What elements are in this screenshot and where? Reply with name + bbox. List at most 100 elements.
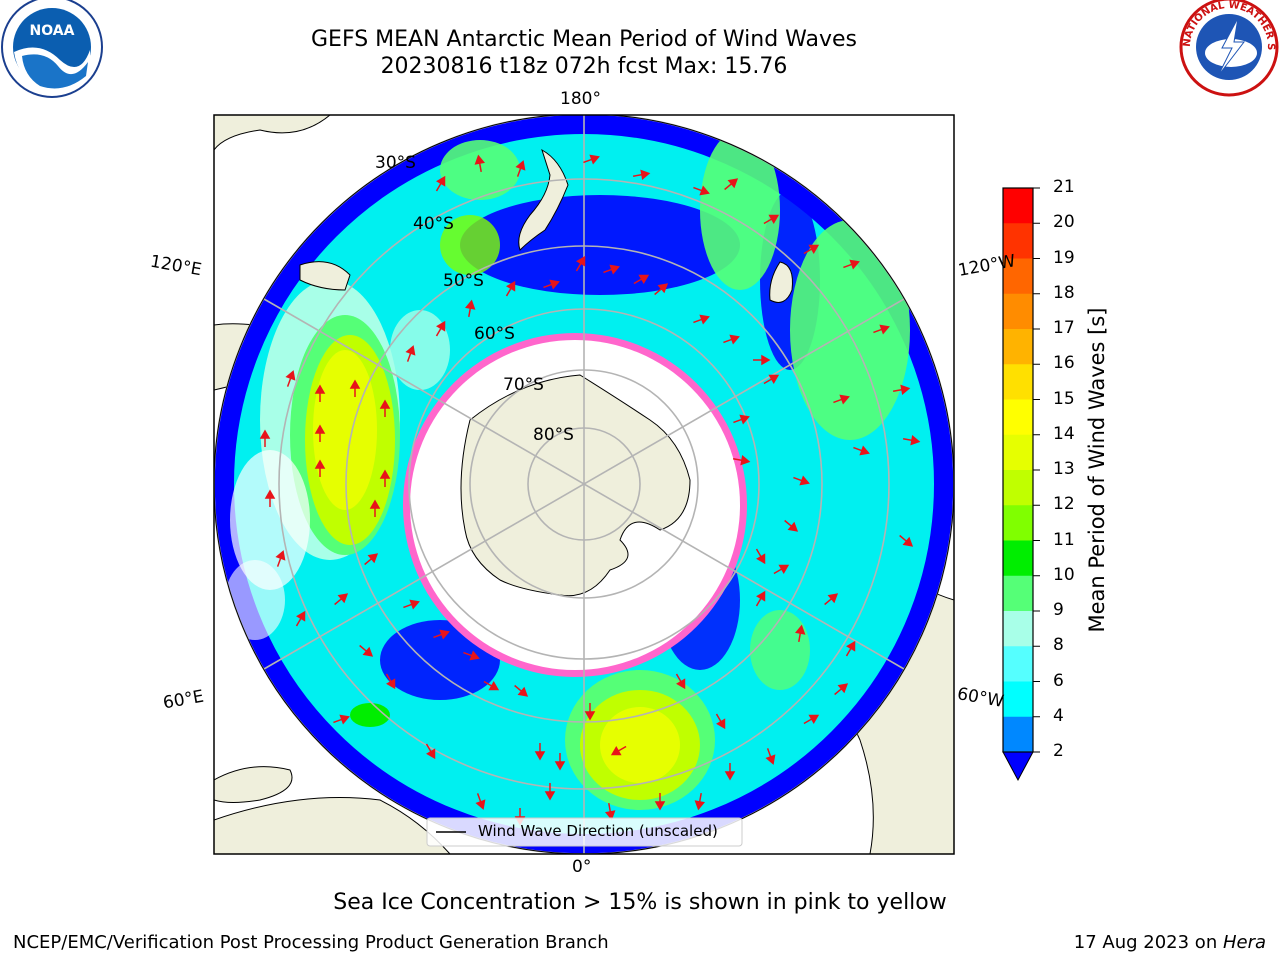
sea-ice-caption: Sea Ice Concentration > 15% is shown in … [333,890,947,915]
svg-text:NOAA: NOAA [30,23,75,39]
lat-label-50s: 50°S [443,271,484,291]
wind-arrow [505,280,516,297]
wind-arrow [405,345,416,362]
wind-arrow [784,519,799,532]
colorbar-segment [1003,646,1033,682]
chart-subtitle: 20230816 t18z 072h fcst Max: 15.76 [380,54,788,79]
chart-title: GEFS MEAN Antarctic Mean Period of Wind … [311,27,857,52]
wind-arrow [435,175,446,192]
svg-text:NATIONAL WEATHER SERVICE: NATIONAL WEATHER SERVICE [0,0,1276,50]
colorbar [1002,187,1040,782]
wind-arrow [892,384,911,395]
wind-arrow [723,334,740,345]
map-frame [213,114,955,855]
wind-arrow [543,279,560,290]
colorbar-tick-label: 9 [1053,600,1064,620]
wind-arrow [259,429,271,447]
wind-arrow [369,499,381,517]
colorbar-segment [1003,188,1033,224]
wind-arrow [435,320,446,337]
colorbar-tick-label: 16 [1053,353,1075,374]
wind-arrow [694,792,705,811]
colorbar-segment [1003,364,1033,400]
wind-arrow [654,793,666,811]
colorbar-tick-label: 2 [1053,741,1064,761]
lat-label-60s: 60°S [474,324,515,344]
wind-arrow [364,553,379,566]
wind-arrow [853,445,870,456]
lat-label-40s: 40°S [413,214,454,234]
lat-label-30s: 30°S [375,153,416,173]
footer-date-text: 17 Aug 2023 on [1073,932,1223,953]
wind-arrow [333,714,350,725]
wind-arrow [474,154,485,173]
wind-arrow [605,802,616,821]
wind-arrow [379,469,391,487]
colorbar-tick-label: 17 [1053,318,1075,338]
wind-arrow [675,673,686,690]
wind-arrow [632,169,651,180]
wind-arrow [554,753,566,771]
colorbar-segment [1003,399,1033,436]
wind-arrow [359,644,374,657]
meridian-label-0: 0° [572,857,592,877]
wind-arrow [603,264,620,275]
wind-arrow [575,255,586,272]
legend-label: Wind Wave Direction (unscaled) [478,822,718,840]
wind-arrow [465,299,476,318]
wind-arrow [715,713,726,730]
wind-arrow [724,763,736,781]
wind-arrow [845,640,856,657]
wind-arrow [295,610,306,627]
wind-arrow [314,384,326,402]
wind-arrow [633,274,650,285]
wind-arrow [349,379,361,397]
wind-arrow [833,394,850,405]
wind-arrow [834,683,849,696]
wind-arrow [765,748,776,765]
wind-arrow [724,178,739,191]
colorbar-tick-label: 19 [1053,247,1075,268]
colorbar-tick-label: 6 [1053,670,1064,691]
wind-arrow [463,650,480,661]
wind-arrow [433,629,450,640]
colorbar-tick-label: 13 [1053,459,1075,479]
wind-arrow [314,459,326,477]
noaa-logo: NOAA [1,0,103,98]
wind-arrow [515,160,526,177]
colorbar-tick-label: 21 [1053,177,1075,197]
wind-arrow [755,548,766,565]
colorbar-tick-label: 4 [1053,705,1064,726]
wind-arrow [803,244,820,255]
wind-arrow [475,793,486,810]
wind-arrow [873,324,890,335]
wind-arrow [583,154,600,165]
colorbar-tick-label: 15 [1053,388,1075,409]
colorbar-segment [1003,329,1033,365]
wind-arrow [483,680,500,691]
wind-arrow [902,435,921,446]
footer-branch: NCEP/EMC/Verification Post Processing Pr… [13,932,609,953]
wind-arrow [654,283,669,296]
wind-arrow [753,354,771,366]
meridian-label-180: 180° [560,89,601,109]
wind-arrow [793,475,810,486]
nws-logo: NATIONAL WEATHER SERVICE [0,0,1279,97]
wind-arrow [733,414,750,425]
wind-arrows [259,154,921,826]
colorbar-tick-label: 18 [1053,282,1075,303]
wind-arrow [285,370,296,387]
wind-arrow [693,185,710,196]
colorbar-tick-label: 8 [1053,635,1064,656]
wind-arrow [264,489,276,507]
wind-arrow [385,673,396,690]
colorbar-segment [1003,293,1033,330]
wind-arrow [899,534,914,547]
colorbar-tick-label: 11 [1053,529,1075,550]
colorbar-segment [1003,681,1033,718]
colorbar-segment [1003,470,1033,506]
lat-label-80s: 80°S [533,425,574,445]
wind-arrow [544,783,556,801]
wind-arrow [755,590,766,607]
wind-arrow [425,743,436,760]
